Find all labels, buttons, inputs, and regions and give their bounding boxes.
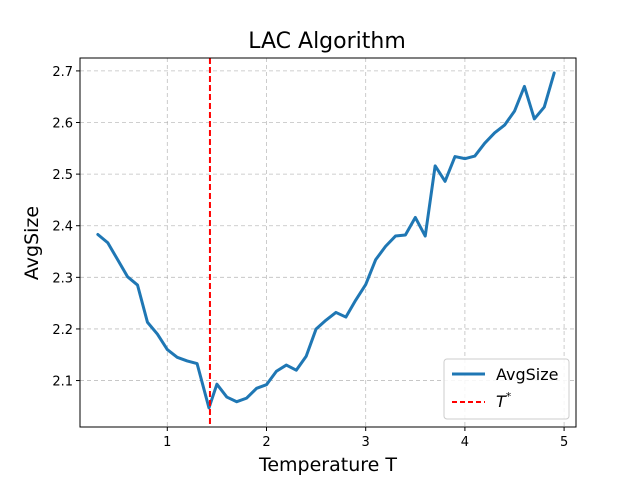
y-tick-label: 2.5 <box>52 168 73 183</box>
legend: AvgSize T* <box>443 358 570 420</box>
y-tick-label: 2.4 <box>52 220 73 235</box>
y-axis-ticks: 2.1 2.2 2.3 2.4 2.5 2.6 2.7 <box>52 65 80 390</box>
y-tick-label: 2.7 <box>52 65 73 80</box>
x-tick-label: 3 <box>362 435 370 450</box>
y-tick-label: 2.1 <box>52 375 73 390</box>
x-tick-label: 1 <box>163 435 171 450</box>
axes-frame <box>79 57 577 428</box>
y-tick-label: 2.2 <box>52 323 73 338</box>
legend-label-avgsize: AvgSize <box>496 365 558 384</box>
series-line-avgsize <box>96 71 556 410</box>
x-tick-label: 5 <box>560 435 568 450</box>
y-tick-label: 2.6 <box>52 117 73 132</box>
x-axis-ticks: 1 2 3 4 5 <box>163 427 568 450</box>
plot-area <box>96 58 556 427</box>
y-tick-label: 2.3 <box>52 271 73 286</box>
y-axis-label: AvgSize <box>21 206 43 280</box>
x-tick-label: 4 <box>461 435 469 450</box>
x-axis-label: Temperature T <box>258 454 397 476</box>
chart-title: LAC Algorithm <box>248 29 406 54</box>
x-tick-label: 2 <box>262 435 270 450</box>
legend-label-tstar: T* <box>496 390 512 411</box>
